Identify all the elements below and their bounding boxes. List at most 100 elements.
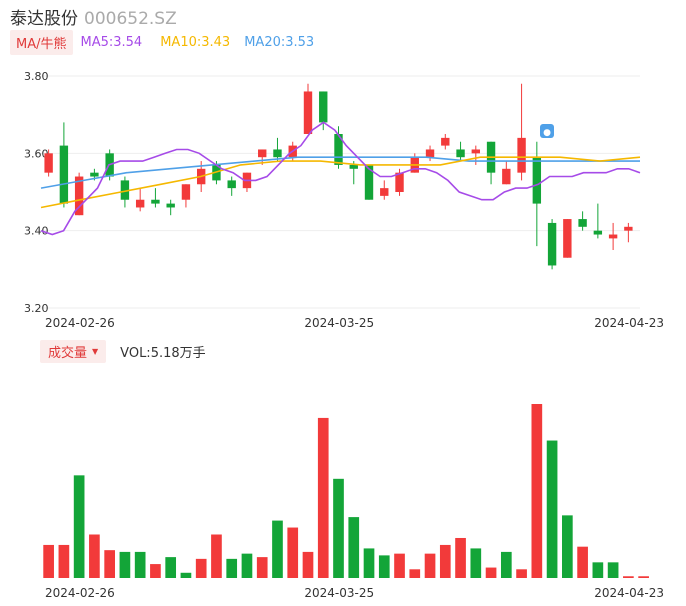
x-tick-label: 2024-03-25 xyxy=(304,586,374,600)
candle-body xyxy=(395,172,404,192)
candle-body xyxy=(547,222,557,266)
candle xyxy=(319,91,328,131)
candle-body xyxy=(517,137,526,173)
candle-body xyxy=(380,188,389,196)
candle-body xyxy=(334,134,343,165)
svg-text:●: ● xyxy=(543,128,551,138)
volume-bar xyxy=(241,553,253,578)
ma5-label: MA5:3.54 xyxy=(80,34,143,50)
price-date-axis: 2024-02-26 2024-03-25 2024-04-23 xyxy=(45,316,664,330)
volume-toggle-button[interactable]: 成交量 ▼ xyxy=(40,339,107,363)
y-tick-label: 3.20 xyxy=(24,302,49,315)
candle xyxy=(59,122,69,208)
ma10-line xyxy=(40,156,641,209)
moving-averages xyxy=(40,121,641,236)
candle xyxy=(441,134,450,150)
volume-bar xyxy=(333,478,344,578)
candle-body xyxy=(74,176,84,216)
candle-body xyxy=(135,199,145,208)
candle-body xyxy=(181,184,191,200)
stock-name: 泰达股份 xyxy=(10,9,78,29)
candle-body xyxy=(90,172,99,177)
volume-bar xyxy=(58,544,70,578)
candle-body xyxy=(59,145,69,204)
volume-bar xyxy=(439,544,451,578)
candle-body xyxy=(303,91,313,134)
candle-body xyxy=(349,164,358,169)
volume-bar xyxy=(104,550,115,578)
ma20-label: MA20:3.53 xyxy=(244,34,315,50)
candle-body xyxy=(151,199,160,204)
candle-body xyxy=(456,149,465,158)
candle xyxy=(624,222,633,243)
candle xyxy=(502,161,511,185)
candle-body xyxy=(471,149,481,154)
candle-body xyxy=(624,226,633,231)
candle-body xyxy=(425,149,435,158)
ma-legend: MA/牛熊 MA5:3.54 MA10:3.43 MA20:3.53 xyxy=(10,29,315,55)
volume-bar xyxy=(455,537,466,578)
price-grid xyxy=(37,75,640,309)
volume-bar xyxy=(500,551,512,578)
volume-bar xyxy=(256,557,268,578)
volume-bar xyxy=(424,553,436,578)
volume-bar xyxy=(378,555,390,578)
volume-bar xyxy=(165,557,177,578)
volume-bar xyxy=(592,562,604,578)
caret-down-icon: ▼ xyxy=(92,346,99,356)
ma5-line xyxy=(40,121,641,236)
volume-bar xyxy=(134,551,146,578)
candle xyxy=(334,126,343,169)
candle xyxy=(242,172,252,192)
volume-bar xyxy=(562,515,573,578)
volume-bar xyxy=(287,527,299,578)
ma-toggle-button[interactable]: MA/牛熊 xyxy=(10,29,73,55)
candle xyxy=(181,184,191,208)
x-tick-label: 2024-02-26 xyxy=(45,316,115,330)
candle xyxy=(547,219,557,270)
candle-body xyxy=(364,164,374,200)
volume-bar xyxy=(363,548,375,578)
volume-bar xyxy=(516,569,527,578)
volume-toggle-label: 成交量 xyxy=(48,345,88,361)
candle-body xyxy=(44,153,53,173)
price-axis: 3.80 3.60 3.40 3.20 xyxy=(24,70,49,315)
signal-marker-icon[interactable]: ● xyxy=(540,124,554,138)
volume-bar xyxy=(485,567,497,578)
volume-bar xyxy=(317,417,329,578)
volume-bar xyxy=(73,475,85,578)
candle-body xyxy=(441,137,450,146)
candle xyxy=(44,149,53,177)
candle-body xyxy=(563,219,572,258)
volume-bar xyxy=(546,440,558,578)
candle-body xyxy=(120,180,130,200)
candle-body xyxy=(532,157,542,204)
volume-bar xyxy=(531,404,543,578)
candle xyxy=(532,141,542,247)
ma20-line xyxy=(40,156,640,189)
x-tick-label: 2024-04-23 xyxy=(594,586,664,600)
candle xyxy=(578,211,587,231)
volume-bar xyxy=(607,562,619,578)
x-tick-label: 2024-02-26 xyxy=(45,586,115,600)
candle xyxy=(364,164,374,200)
volume-bar xyxy=(195,558,207,578)
y-tick-label: 3.80 xyxy=(24,70,49,83)
candle-body xyxy=(258,149,267,158)
volume-bar xyxy=(302,551,314,578)
candle xyxy=(135,188,145,212)
candle xyxy=(303,83,313,134)
volume-bar xyxy=(577,546,588,578)
candle-body xyxy=(319,91,328,123)
volume-legend: 成交量 ▼ VOL:5.18万手 xyxy=(40,339,206,363)
candle xyxy=(456,141,465,162)
ma10-label: MA10:3.43 xyxy=(160,34,231,50)
candlesticks xyxy=(44,83,633,270)
candle xyxy=(517,83,526,181)
candle xyxy=(380,180,389,200)
volume-bar xyxy=(348,517,360,578)
y-tick-label: 3.40 xyxy=(24,225,49,238)
candle xyxy=(74,172,84,216)
candle-body xyxy=(166,203,175,208)
